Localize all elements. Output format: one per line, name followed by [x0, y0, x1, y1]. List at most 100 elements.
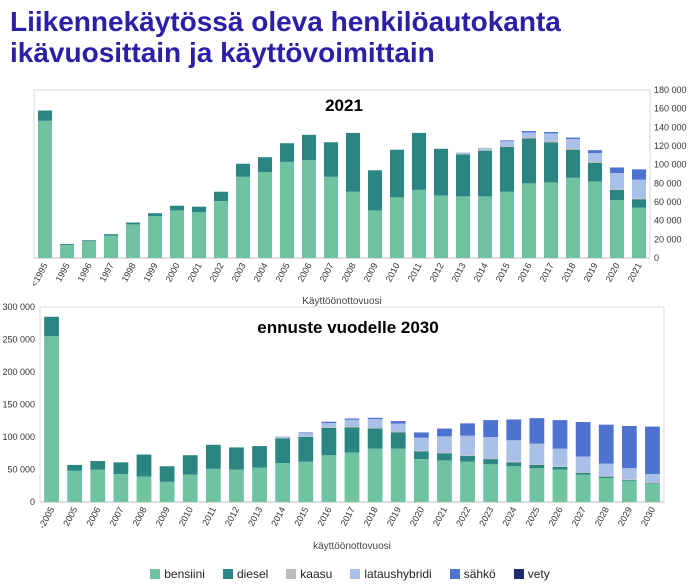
bar-sähkö-2030 [645, 426, 660, 475]
x-tick-label: 2008 [340, 261, 358, 283]
bar-bensiini-2019 [587, 181, 603, 258]
bar-diesel-2011 [411, 132, 427, 190]
bar-bensiini-2020 [609, 200, 625, 258]
bar-diesel-2008 [345, 132, 361, 192]
bar-diesel-2007 [113, 462, 129, 475]
bar-diesel--2005 [44, 316, 59, 337]
bar-lataushybridi-2030 [645, 474, 660, 483]
x-tick-label: 2024 [500, 505, 518, 527]
bar-bensiini-2010 [182, 474, 198, 502]
x-tick-label: 2009 [154, 505, 172, 527]
x-tick-label: 2013 [246, 505, 264, 527]
bar-diesel-2018 [565, 149, 581, 178]
x-tick-label: 2019 [385, 505, 403, 527]
bar-lataushybridi-2019 [587, 153, 603, 162]
bar-diesel-1996 [81, 240, 97, 242]
x-tick-label: 1999 [142, 261, 160, 283]
bar-bensiini-2018 [565, 177, 581, 258]
bar-diesel-2019 [587, 162, 603, 182]
legend-label: lataushybridi [364, 567, 432, 581]
bar-diesel-2005 [279, 143, 295, 162]
bar-lataushybridi-2016 [321, 423, 337, 427]
bar-diesel-2010 [389, 149, 405, 198]
bar-sähkö-2028 [598, 424, 614, 464]
y-tick-label: 150 000 [2, 400, 35, 410]
x-tick-label: <1995 [29, 261, 50, 288]
bar-lataushybridi-2027 [575, 456, 591, 473]
bar-lataushybridi-2021 [437, 436, 452, 453]
x-tick-label: 2006 [84, 505, 102, 527]
bar-kaasu-2022 [460, 455, 475, 456]
bar-diesel-2023 [483, 459, 499, 465]
bar-bensiini-2030 [645, 483, 660, 502]
y-tick-label: 0 [654, 253, 659, 263]
y-tick-label: 20 000 [654, 234, 682, 244]
x-tick-label: 2007 [107, 505, 125, 527]
bar-lataushybridi-2016 [521, 132, 537, 138]
bar-diesel-2021 [437, 453, 452, 461]
x-tick-label: 2016 [315, 505, 333, 527]
bar-bensiini-2000 [169, 210, 185, 258]
bar-kaasu-2025 [529, 464, 545, 465]
bar-bensiini-2018 [367, 448, 383, 502]
bar-kaasu-2024 [506, 461, 522, 463]
bar-bensiini-1996 [81, 241, 97, 258]
chart-title: ennuste vuodelle 2030 [257, 318, 438, 337]
bar-bensiini-2007 [323, 176, 339, 258]
x-tick-label: 2003 [230, 261, 248, 283]
x-tick-label: 1995 [54, 261, 72, 283]
y-tick-label: 60 000 [654, 197, 682, 207]
bar-bensiini-2011 [411, 189, 427, 258]
chart-2021: 0 20 000 40 000 60 000 80 000 100 000 120 000 1… [29, 85, 686, 307]
bar-diesel-2014 [275, 438, 291, 463]
page-title: Liikennekäytössä oleva henkilöautokanta … [10, 6, 561, 68]
chart-2030-forecast: 0 50 000 100 000 150 000 200 000 250 000 300 0… [2, 302, 665, 552]
bar-diesel-1998 [125, 222, 141, 225]
bar-bensiini-2026 [552, 469, 568, 502]
bar-diesel-2012 [229, 447, 244, 470]
bar-bensiini-2021 [631, 207, 647, 258]
bar-bensiini-1995 [59, 244, 75, 258]
bar-sähkö-2026 [552, 420, 568, 449]
legend-item-lataushybridi: lataushybridi [350, 567, 432, 581]
bar-diesel-1997 [103, 234, 119, 236]
bar-kaasu-2026 [552, 466, 568, 467]
y-tick-label: 160 000 [654, 104, 687, 114]
bar-lataushybridi-2022 [460, 435, 475, 456]
y-tick-label: 100 000 [654, 160, 687, 170]
y-tick-label: 80 000 [654, 178, 682, 188]
bar-bensiini-<1995 [37, 120, 53, 258]
bar-lataushybridi-2028 [598, 463, 614, 476]
bar-diesel-2019 [390, 432, 406, 449]
x-tick-label: 2004 [252, 261, 270, 283]
bar-diesel-2030 [645, 483, 660, 484]
x-tick-label: 1997 [98, 261, 116, 283]
bar-bensiini-2016 [521, 183, 537, 258]
bar-diesel-2003 [235, 163, 251, 177]
bar-kaasu-2021 [437, 452, 452, 454]
legend-swatch [286, 569, 297, 579]
bar-diesel-2007 [323, 142, 339, 177]
x-tick-label: 2025 [523, 505, 541, 527]
bar-kaasu-2015 [298, 436, 314, 437]
bar-diesel-2005 [67, 464, 83, 471]
x-tick-label: 2015 [494, 261, 512, 283]
y-tick-label: 180 000 [654, 85, 687, 95]
bar-lataushybridi-2019 [390, 423, 406, 432]
bar-lataushybridi-2017 [344, 419, 360, 427]
bar-kaasu-2019 [390, 431, 406, 433]
bar-kaasu-2020 [609, 188, 625, 190]
x-tick-label: 2013 [450, 261, 468, 283]
bar-diesel-2020 [413, 451, 429, 460]
x-tick-label: 2030 [639, 505, 657, 527]
bar-bensiini-2020 [413, 459, 429, 502]
bar-lataushybridi-2015 [298, 433, 314, 437]
bar-diesel-2017 [543, 142, 559, 183]
x-tick-label: 2014 [269, 505, 287, 527]
x-tick-label: 2029 [616, 505, 634, 527]
bar-diesel-2025 [529, 464, 545, 469]
x-tick-label: 2027 [570, 505, 588, 527]
x-tick-label: 2007 [318, 261, 336, 283]
bar-bensiini-2013 [252, 467, 267, 502]
bar-sähkö-2017 [543, 132, 559, 134]
